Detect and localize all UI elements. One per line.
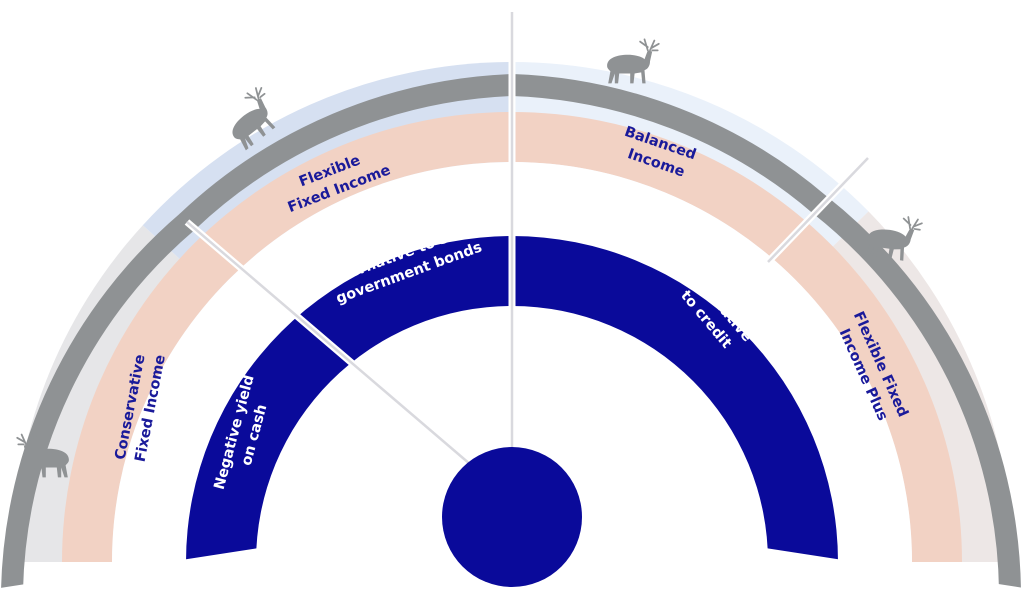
divider-line bbox=[186, 221, 513, 501]
rock-band bbox=[1, 74, 1021, 591]
center-hub bbox=[442, 447, 582, 587]
rock-band-plus bbox=[813, 196, 1021, 591]
rock-band-flexible bbox=[179, 74, 513, 230]
reindeer-icon bbox=[606, 38, 660, 85]
rock-band-conservative bbox=[1, 213, 195, 591]
base-wedge-right bbox=[584, 520, 1024, 604]
inner-navy-ring bbox=[186, 236, 838, 562]
sector-dividers bbox=[184, 12, 871, 503]
divider-line bbox=[767, 157, 869, 263]
base-wedge-left bbox=[0, 520, 440, 604]
outer-region-ring bbox=[62, 112, 962, 562]
rock-band-balanced bbox=[511, 74, 828, 214]
